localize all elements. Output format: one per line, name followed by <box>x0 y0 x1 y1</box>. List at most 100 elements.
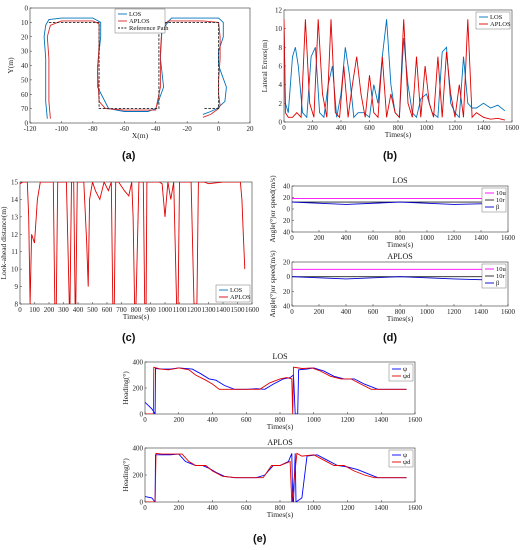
y-tick-label: 12 <box>11 231 19 239</box>
x-tick-label: 1200 <box>187 306 202 314</box>
x-tick-label: 1200 <box>447 234 462 242</box>
x-tick-label: 100 <box>29 306 40 314</box>
legend-label: ψd <box>403 459 411 466</box>
plot-area <box>144 447 416 503</box>
chart-title: APLOS <box>387 252 412 261</box>
x-tick-label: -40 <box>151 125 161 133</box>
x-tick-label: 200 <box>307 124 318 132</box>
legend-box <box>388 363 414 382</box>
x-tick-label: 1200 <box>341 504 356 512</box>
y-tick-label: 50 <box>21 76 29 84</box>
caption-c: (c) <box>122 332 136 344</box>
x-tick-label: 600 <box>241 416 252 424</box>
y-tick-label: 200 <box>133 472 144 480</box>
x-tick-label: 800 <box>275 416 286 424</box>
legend-label: ψd <box>403 373 411 380</box>
y-tick-label: 40 <box>283 183 291 191</box>
x-tick-label: 400 <box>207 416 218 424</box>
x-tick-label: 1200 <box>448 124 463 132</box>
y-tick-label: 6 <box>279 63 283 71</box>
x-tick-label: 600 <box>368 308 379 316</box>
y-tick-label: 0 <box>279 119 283 127</box>
x-tick-label: 0 <box>143 504 147 512</box>
x-tick-label: 400 <box>207 504 218 512</box>
y-tick-label: 13 <box>11 213 19 221</box>
x-tick-label: 700 <box>116 306 127 314</box>
y-tick-label: 60 <box>21 91 29 99</box>
x-tick-label: 0 <box>143 416 147 424</box>
chart-title: LOS <box>392 176 407 185</box>
x-tick-label: 1400 <box>474 308 489 316</box>
caption-a: (a) <box>122 150 136 162</box>
x-tick-label: 400 <box>336 124 347 132</box>
x-tick-label: -100 <box>55 125 68 133</box>
x-tick-label: 0 <box>18 306 22 314</box>
plot-a: -120 -100 -80 -60 -40 -20 0 20 0 70 60 50 40 30 20 10 0 X… <box>6 5 254 141</box>
y-axis-label: Heading(°) <box>121 458 130 492</box>
legend-label: APLOS <box>230 294 251 301</box>
x-tick-label: 1400 <box>474 234 489 242</box>
x-tick-label: 1100 <box>173 306 187 314</box>
x-tick-label: 600 <box>368 234 379 242</box>
x-axis-label: Times(s) <box>267 422 294 431</box>
x-tick-label: 200 <box>44 306 55 314</box>
legend-box <box>475 11 511 30</box>
y-tick-label: 70 <box>21 105 29 113</box>
series-line--d <box>145 366 407 414</box>
series-line-reference-path <box>48 21 220 110</box>
series-line-- <box>292 201 502 205</box>
y-tick-label: 8 <box>279 44 283 52</box>
y-tick-label: 15 <box>11 179 19 187</box>
y-tick-label: 400 <box>133 359 144 367</box>
x-tick-label: 1400 <box>374 504 389 512</box>
y-tick-label: 11 <box>11 248 18 256</box>
x-tick-label: 1600 <box>501 308 516 316</box>
y-tick-label: 400 <box>133 445 144 453</box>
chart-e: 0 200 400 600 800 1000 1200 1400 1600 0 200 400 LOS T… <box>121 352 423 519</box>
y-tick-label: 0 <box>140 499 144 507</box>
caption-e: (e) <box>253 533 267 545</box>
y-tick-label: 20 <box>283 194 291 202</box>
y-tick-label: 12 <box>275 7 283 15</box>
series-line-aplos <box>284 19 506 121</box>
y-tick-label: 0 <box>25 120 29 128</box>
x-tick-label: 1000 <box>420 308 435 316</box>
x-tick-label: 300 <box>58 306 69 314</box>
plot-area <box>291 185 509 233</box>
caption-d: (d) <box>383 332 398 344</box>
x-tick-label: 200 <box>314 308 325 316</box>
y-axis-label: Look-ahead distance(m) <box>0 206 8 280</box>
x-tick-label: 1600 <box>245 306 260 314</box>
chart-title: LOS <box>272 352 287 361</box>
legend-label: 10u <box>496 266 507 273</box>
legend-label: LOS <box>490 14 503 21</box>
x-tick-label: 400 <box>73 306 84 314</box>
chart-title: APLOS <box>267 438 292 447</box>
plot-d2: 0 200 400 600 800 1000 1200 1400 16004020020APLO… <box>268 250 516 323</box>
y-tick-label: 10 <box>21 19 29 27</box>
x-tick-label: -60 <box>120 125 130 133</box>
x-tick-label: 600 <box>102 306 113 314</box>
y-axis-label: Angle(°)or speed(m/s) <box>268 175 277 243</box>
x-tick-label: 400 <box>341 234 352 242</box>
x-tick-label: 1600 <box>501 234 516 242</box>
y-tick-label: 8 <box>15 301 19 309</box>
legend-label: 10r <box>496 197 506 204</box>
y-tick-label: 9 <box>15 283 19 291</box>
y-tick-label: 0 <box>287 273 291 281</box>
plot-area <box>19 181 253 305</box>
x-tick-label: 1000 <box>420 234 435 242</box>
x-tick-label: 1600 <box>408 504 423 512</box>
legend-label: ψ <box>403 366 407 373</box>
y-axis-label: Angle(°)or speed(m/s) <box>268 250 277 318</box>
legend-label: APLOS <box>490 21 511 28</box>
series-line--d <box>145 452 407 502</box>
chart-b: 0 200 400 600 800 1000 1200 1400 1600 0 2 4 6 8 10 12 Ti… <box>262 7 520 140</box>
x-tick-label: 0 <box>290 308 294 316</box>
x-tick-label: 1600 <box>408 416 423 424</box>
x-tick-label: 1500 <box>231 306 246 314</box>
x-tick-label: 800 <box>395 234 406 242</box>
chart-c: 0 100 200 300 400 500 600 700 800 900 1000 1100 1200… <box>0 179 260 322</box>
y-axis-label: Lateral Errors(m) <box>262 39 269 92</box>
x-tick-label: 1000 <box>307 416 322 424</box>
